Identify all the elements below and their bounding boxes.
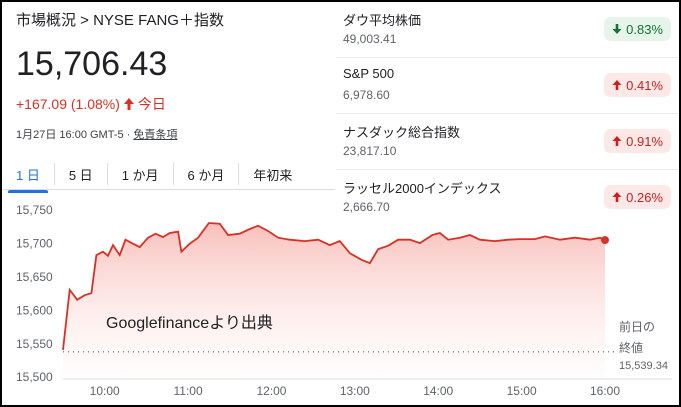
area xyxy=(63,223,605,378)
y-tick-label: 15,650 xyxy=(16,270,53,284)
arrow xyxy=(612,192,622,202)
index-name: ダウ平均株価 xyxy=(343,13,422,28)
arrow-icon xyxy=(612,136,622,146)
arrow-icon xyxy=(612,192,622,202)
index-name: ナスダック総合指数 xyxy=(343,125,461,140)
annotation: Googlefinanceより出典 xyxy=(106,315,273,332)
x-tick-label: 15:00 xyxy=(507,384,537,398)
range-tab[interactable]: 年初来 xyxy=(253,168,293,183)
change-value: +167.09 (1.08%) xyxy=(16,96,120,112)
price: 15,706.43 xyxy=(16,45,168,83)
arrow xyxy=(612,80,622,90)
arrow xyxy=(612,24,622,34)
change-badge: 0.83% xyxy=(604,17,671,41)
arrow-icon xyxy=(123,98,134,110)
change: +167.09 (1.08%) 今日 xyxy=(16,94,166,114)
range-tab[interactable]: 1 か月 xyxy=(108,163,174,185)
x-tick-label: 12:00 xyxy=(256,384,286,398)
reference-label: 前日の終値 xyxy=(619,320,656,355)
arrow-icon xyxy=(612,80,622,90)
time: 1月27日 16:00 GMT-5 · xyxy=(16,129,131,141)
change-badge: 0.26% xyxy=(604,185,671,209)
range-tab[interactable]: 1 日 xyxy=(2,163,55,193)
x-tick-label: 13:00 xyxy=(340,384,370,398)
index-row[interactable]: ナスダック総合指数 23,817.10 0.91% xyxy=(336,114,679,170)
change-percent: 0.83% xyxy=(626,21,663,37)
price-line xyxy=(62,222,606,350)
change-badge: 0.91% xyxy=(604,129,671,153)
timestamp: 1月27日 16:00 GMT-5 · 免責条項 xyxy=(16,126,177,142)
change-badge: 0.41% xyxy=(604,73,671,97)
change-percent: 0.26% xyxy=(626,189,663,205)
index-value: 2,666.70 xyxy=(343,200,390,214)
index-row[interactable]: ラッセル2000インデックス 2,666.70 0.26% xyxy=(336,170,679,225)
x-tick-label: 11:00 xyxy=(174,384,203,398)
index-name: S&P 500 xyxy=(343,66,395,81)
change-percent: 0.41% xyxy=(626,77,663,93)
x-tick-label: 10:00 xyxy=(90,384,120,398)
arrow-icon xyxy=(612,24,622,34)
arrow xyxy=(612,136,622,146)
disclaimer-link[interactable]: 免責条項 xyxy=(133,129,178,141)
y-tick-label: 15,700 xyxy=(16,237,53,251)
reference-value: 15,539.34 xyxy=(619,360,668,372)
index-value: 6,978.60 xyxy=(343,88,390,102)
period: 今日 xyxy=(137,96,166,112)
y-tick-label: 15,550 xyxy=(16,337,53,351)
range-tab[interactable]: 5 日 xyxy=(55,163,108,185)
y-tick-label: 15,750 xyxy=(16,203,53,217)
index-row[interactable]: ダウ平均株価 49,003.41 0.83% xyxy=(336,2,679,58)
last-point xyxy=(601,236,609,245)
change-percent: 0.91% xyxy=(626,133,663,149)
index-list: ダウ平均株価 49,003.41 0.83% S&P 500 6,978.60 0.41%… xyxy=(336,2,679,214)
range-tab[interactable]: 6 か月 xyxy=(174,163,240,185)
index-value: 23,817.10 xyxy=(343,144,397,158)
x-tick-label: 14:00 xyxy=(423,384,453,398)
index-value: 49,003.41 xyxy=(343,32,397,46)
x-tick-label: 16:00 xyxy=(590,384,620,398)
y-tick-label: 15,500 xyxy=(16,370,53,384)
index-row[interactable]: S&P 500 6,978.60 0.41% xyxy=(336,58,679,114)
index-name: ラッセル2000インデックス xyxy=(343,181,502,196)
y-tick-label: 15,600 xyxy=(16,303,53,317)
breadcrumb[interactable]: 市場概況 > NYSE FANG＋指数 xyxy=(16,12,224,29)
